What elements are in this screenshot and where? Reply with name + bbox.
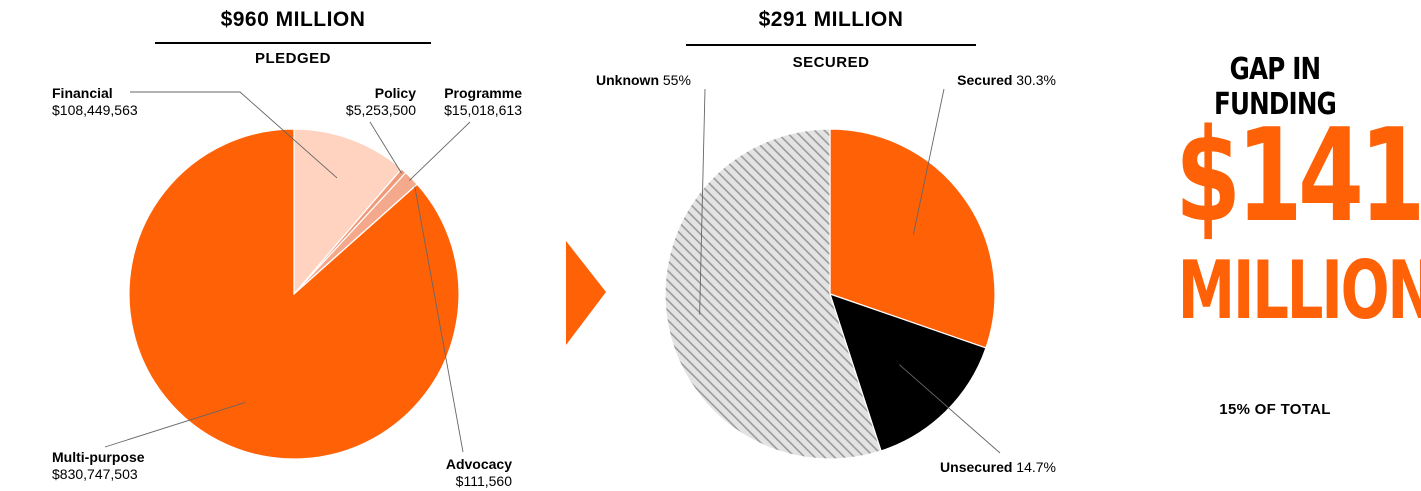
leader-secured [912,88,945,235]
leader-policy [369,121,402,174]
secured-title-rule [686,44,976,46]
label-advocacy: Advocacy $111,560 [445,456,512,489]
secured-pie [664,128,996,460]
label-policy: Policy $5,253,500 [345,85,416,118]
secured-slice-secured [829,128,996,349]
pledged-title-rule [155,42,431,44]
pledged-slice-multi-purpose [128,128,460,460]
leader-unsecured [899,364,1001,454]
label-programme: Programme $15,018,613 [444,85,522,118]
pledged-slice-financial [293,128,403,296]
gap-note: 15% OF TOTAL [1219,401,1331,418]
label-unsecured: Unsecured 14.7% [940,459,1056,475]
leader-programme [408,121,471,181]
pledged-title: $960 MILLION [220,8,366,31]
secured-subtitle: SECURED [792,54,870,71]
pledged-subtitle: PLEDGED [254,50,331,67]
leader-advocacy [414,186,464,453]
label-financial: Financial $108,449,563 [52,85,138,118]
gap-title: GAP IN FUNDING [1213,52,1337,122]
leader-financial [130,91,338,179]
leader-multi-purpose [104,401,246,448]
secured-slice-unknown [664,128,882,460]
pledged-pie [128,128,460,460]
gap-amount: $141 [1175,102,1421,251]
label-multi-purpose: Multi-purpose $830,747,503 [52,449,145,482]
label-secured: Secured 30.3% [957,72,1056,88]
leader-unknown [699,88,706,315]
label-unknown: Unknown 55% [596,72,691,88]
leader-lines [104,88,1001,454]
gap-unit: MILLION [1177,244,1421,337]
secured-title: $291 MILLION [758,8,904,31]
arrow-right-icon [566,241,606,345]
